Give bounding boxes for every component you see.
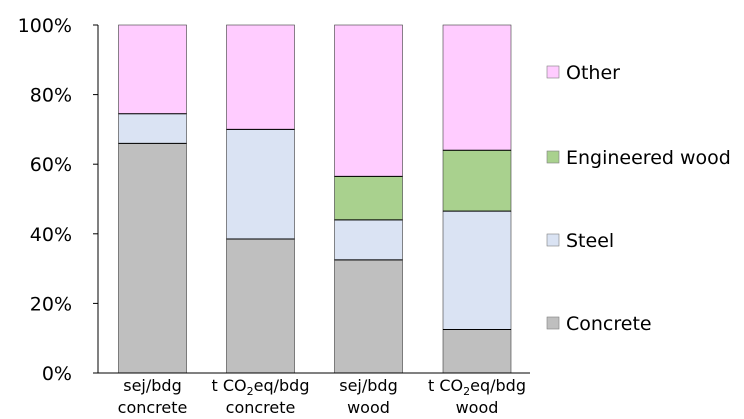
legend-swatch-other <box>546 65 560 79</box>
x-category-label: t CO2eq/bdg <box>212 376 310 398</box>
x-category-label: concrete <box>226 398 296 417</box>
y-tick-label: 80% <box>30 85 72 107</box>
x-category-label: wood <box>347 398 390 417</box>
bar-segment-other <box>442 24 512 151</box>
y-tick-label: 60% <box>30 154 72 176</box>
y-tick-label: 0% <box>42 363 72 385</box>
bar-segment-engineered-wood <box>334 176 403 221</box>
x-category-label: wood <box>456 398 499 417</box>
legend-label-other: Other <box>566 62 620 84</box>
legend-swatch-engineered-wood <box>546 150 560 164</box>
legend-label-steel: Steel <box>566 230 614 252</box>
bar-segment-engineered-wood <box>442 149 512 212</box>
bar-segment-steel <box>334 219 403 261</box>
x-category-label: sej/bdg <box>339 376 397 395</box>
y-tick-label: 20% <box>30 293 72 315</box>
x-category-label: t CO2eq/bdg <box>428 376 526 398</box>
plot-area <box>118 24 512 374</box>
x-category-label: concrete <box>118 398 188 417</box>
legend-swatch-concrete <box>546 316 560 330</box>
legend-swatch-steel <box>546 233 560 247</box>
y-tick-label: 40% <box>30 224 72 246</box>
bar-segment-steel <box>226 129 295 240</box>
bar-segment-other <box>118 24 187 115</box>
legend-label-engineered-wood: Engineered wood <box>566 147 731 169</box>
bar-segment-concrete <box>226 238 295 374</box>
x-category-label: sej/bdg <box>123 376 181 395</box>
legend: Other Engineered wood Steel Concrete <box>546 62 731 335</box>
bar-segment-concrete <box>334 259 403 374</box>
bar-segment-steel <box>118 113 187 144</box>
bar-segment-other <box>226 24 295 130</box>
bar-segment-concrete <box>118 143 187 374</box>
bar-segment-steel <box>442 210 512 330</box>
legend-label-concrete: Concrete <box>566 313 652 335</box>
y-tick-label: 100% <box>18 15 72 37</box>
y-axis: 0% 20% 40% 60% 80% 100% <box>18 15 99 385</box>
bar-segment-concrete <box>442 329 512 374</box>
bar-segment-other <box>334 24 403 177</box>
